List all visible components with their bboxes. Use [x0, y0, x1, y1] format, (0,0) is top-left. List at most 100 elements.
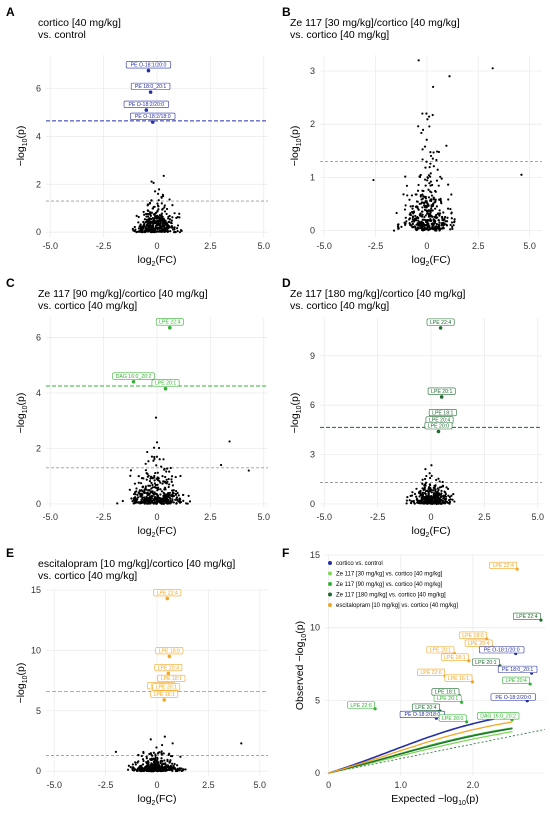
- data-point: [151, 483, 154, 487]
- data-point: [392, 229, 396, 232]
- data-point: [424, 166, 427, 169]
- data-point: [151, 495, 154, 498]
- data-point: [447, 198, 450, 201]
- qq-series-line: [328, 727, 513, 774]
- data-point: [158, 480, 161, 483]
- data-point: [425, 501, 428, 504]
- data-point: [450, 494, 453, 497]
- qq-label: LPE 20:4: [468, 641, 489, 647]
- data-point: [425, 474, 428, 478]
- data-point: [169, 502, 172, 505]
- data-point: [451, 225, 454, 228]
- data-point: [153, 479, 156, 482]
- y-tick-label: 4: [36, 388, 41, 398]
- data-point: [153, 455, 156, 459]
- data-point: [160, 465, 163, 468]
- data-point: [156, 486, 159, 490]
- highlight-label: LPE 20:1: [155, 381, 176, 387]
- qq-label-box: [399, 710, 445, 719]
- data-point: [148, 480, 152, 483]
- data-point: [173, 212, 176, 215]
- data-point: [159, 230, 162, 233]
- data-point: [436, 212, 440, 215]
- qq-label: PE 18:0_20:1: [502, 667, 534, 673]
- data-point: [148, 766, 151, 769]
- data-point: [148, 500, 151, 503]
- data-point: [421, 213, 424, 216]
- data-point: [426, 221, 429, 224]
- data-point: [416, 189, 420, 192]
- point-cloud: [372, 59, 523, 232]
- y-tick-label: 0: [310, 226, 315, 236]
- data-point: [153, 482, 156, 485]
- data-point: [172, 492, 175, 495]
- data-point: [437, 500, 440, 504]
- data-point: [424, 468, 427, 471]
- data-point: [139, 482, 143, 485]
- x-tick-label: -5.0: [316, 241, 332, 251]
- x-tick-label: 2.5: [472, 241, 485, 251]
- data-point: [149, 229, 152, 232]
- data-point: [434, 499, 437, 502]
- data-point: [438, 212, 442, 215]
- qq-label: LPE 20:4: [505, 678, 526, 684]
- data-point: [147, 474, 150, 477]
- data-point: [137, 474, 140, 478]
- panel-letter: C: [6, 276, 15, 290]
- data-point: [146, 222, 150, 225]
- qq-label: LPE 22:6: [420, 670, 441, 676]
- x-tick-label: 2.5: [478, 512, 491, 522]
- legend-entry: Ze 117 [90 mg/kg] vs. cortico [40 mg/kg]: [336, 582, 443, 588]
- data-point: [442, 218, 445, 222]
- data-point: [140, 754, 143, 758]
- data-point: [174, 475, 177, 479]
- grid: [325, 554, 545, 776]
- data-point: [171, 495, 174, 498]
- data-point: [129, 766, 132, 769]
- qq-series-line: [328, 730, 513, 774]
- qq-label-box: [489, 561, 518, 569]
- data-point: [153, 227, 156, 230]
- highlight-label: LPE 20:1: [431, 389, 452, 395]
- data-point: [146, 450, 149, 454]
- data-point: [163, 206, 166, 209]
- data-point: [170, 478, 173, 481]
- data-point: [427, 115, 431, 118]
- data-point: [435, 213, 438, 216]
- data-point: [165, 207, 169, 211]
- data-point: [145, 478, 148, 481]
- x-tick-label: 5.0: [254, 780, 267, 790]
- data-point: [520, 173, 523, 176]
- data-point: [116, 502, 119, 505]
- data-point: [448, 502, 451, 505]
- data-point: [427, 188, 430, 191]
- data-point: [145, 215, 148, 218]
- data-point: [180, 767, 183, 770]
- data-point: [176, 491, 179, 495]
- data-point: [451, 498, 454, 501]
- y-tick-label: 3: [310, 450, 315, 460]
- data-point: [174, 768, 177, 771]
- data-point: [165, 227, 169, 231]
- data-point: [146, 498, 149, 501]
- data-point: [444, 500, 447, 503]
- data-point: [135, 231, 138, 234]
- data-point: [421, 206, 424, 209]
- data-point: [247, 469, 250, 472]
- data-point: [149, 502, 152, 505]
- qq-series-line: [328, 714, 513, 774]
- data-point: [127, 764, 130, 767]
- highlight-label: LPE 20:1: [156, 685, 177, 691]
- data-point: [397, 227, 400, 230]
- data-point: [166, 759, 169, 763]
- data-point: [188, 500, 192, 503]
- data-point: [158, 226, 162, 229]
- data-point: [441, 480, 444, 484]
- qq-label-box: [513, 612, 541, 620]
- data-point: [163, 735, 166, 738]
- highlight-label: LPE 22:4: [159, 320, 180, 326]
- data-point: [418, 175, 422, 179]
- data-point: [160, 743, 164, 747]
- data-point: [438, 486, 441, 489]
- data-point: [154, 471, 157, 475]
